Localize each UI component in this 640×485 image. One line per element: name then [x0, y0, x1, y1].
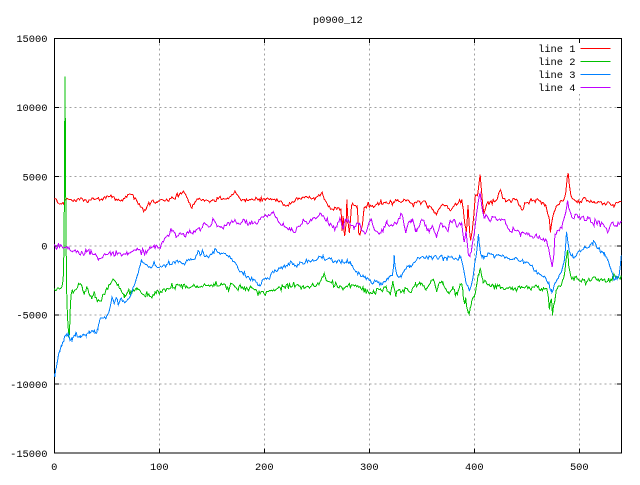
svg-text:p0900_12: p0900_12 [313, 15, 363, 27]
svg-text:300: 300 [360, 462, 379, 474]
svg-text:-10000: -10000 [10, 380, 47, 392]
svg-text:line 1: line 1 [538, 44, 575, 56]
svg-text:400: 400 [465, 462, 484, 474]
svg-text:line 3: line 3 [538, 70, 575, 82]
svg-text:-15000: -15000 [10, 449, 47, 461]
svg-text:line 2: line 2 [538, 57, 575, 69]
svg-text:-5000: -5000 [16, 311, 47, 323]
svg-text:100: 100 [150, 462, 169, 474]
svg-text:500: 500 [570, 462, 589, 474]
svg-text:line 4: line 4 [538, 83, 575, 95]
svg-text:0: 0 [41, 242, 47, 254]
svg-text:15000: 15000 [16, 34, 47, 46]
svg-text:200: 200 [255, 462, 274, 474]
svg-text:10000: 10000 [16, 103, 47, 115]
svg-text:0: 0 [51, 462, 57, 474]
svg-text:5000: 5000 [23, 172, 48, 184]
